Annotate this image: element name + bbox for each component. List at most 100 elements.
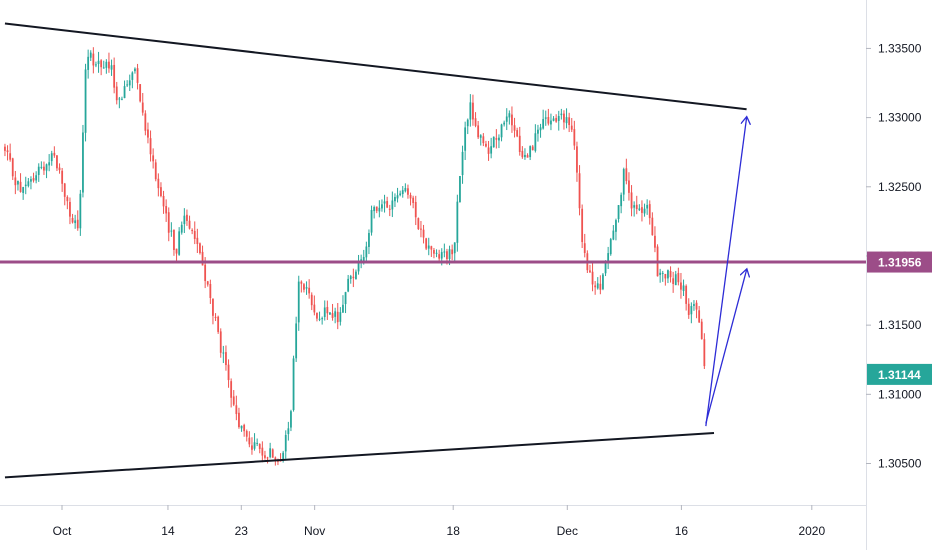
- time-axis-tick-label: 2020: [798, 524, 825, 538]
- candle-body: [420, 228, 422, 230]
- projection-arrow-1[interactable]: [705, 118, 747, 427]
- candle-body: [61, 170, 64, 184]
- candle-body: [648, 204, 651, 219]
- candle-body: [76, 219, 79, 229]
- candle-body: [386, 201, 389, 208]
- candle-body: [391, 200, 394, 210]
- candle-body: [495, 138, 498, 140]
- time-axis-tick-label: Dec: [557, 524, 578, 538]
- candle-body: [43, 166, 45, 171]
- last-price-label: 1.31144: [878, 368, 921, 382]
- candle-body: [336, 311, 339, 323]
- candle-body: [4, 146, 6, 151]
- candle-body: [482, 136, 485, 144]
- candle-body: [269, 448, 272, 458]
- candle-body: [157, 178, 160, 189]
- candle-body: [552, 118, 555, 121]
- candle-body: [238, 412, 240, 428]
- time-axis-tick-label: Oct: [53, 524, 72, 538]
- candle-body: [581, 208, 584, 243]
- candle-body: [355, 271, 357, 280]
- candle-body: [464, 127, 467, 151]
- candle-body: [147, 129, 149, 138]
- candle-body: [388, 208, 391, 210]
- candle-body: [440, 252, 443, 259]
- candle-body: [529, 146, 532, 158]
- candle-body: [602, 274, 604, 290]
- candle-body: [50, 153, 53, 162]
- candle-body: [373, 207, 376, 212]
- candle-body: [167, 212, 170, 233]
- time-axis-tick-label: 18: [447, 524, 461, 538]
- candle-body: [235, 405, 238, 415]
- candle-body: [526, 155, 529, 158]
- candle-body: [349, 276, 352, 280]
- candle-body: [191, 229, 194, 232]
- candle-body: [139, 84, 142, 102]
- candle-body: [615, 220, 617, 232]
- candle-body: [417, 218, 420, 230]
- candle-body: [513, 125, 516, 131]
- candle-body: [404, 188, 407, 192]
- candle-body: [555, 117, 558, 122]
- candle-body: [40, 166, 43, 168]
- candle-body: [251, 445, 253, 450]
- candle-body: [583, 243, 586, 253]
- candle-body: [628, 180, 630, 193]
- candle-body: [154, 162, 157, 180]
- candle-body: [48, 162, 51, 166]
- candle-body: [446, 251, 448, 260]
- candle-body: [550, 120, 552, 125]
- candle-body: [19, 181, 22, 192]
- candle-body: [622, 169, 625, 195]
- candle-body: [160, 187, 162, 197]
- candle-body: [121, 98, 123, 100]
- candle-body: [667, 270, 669, 279]
- plot-area[interactable]: [0, 0, 866, 505]
- upper-resistance-trendline[interactable]: [4, 22, 747, 111]
- candle-body: [427, 245, 430, 249]
- candle-body: [570, 125, 573, 130]
- projection-arrow-2[interactable]: [705, 270, 747, 424]
- price-axis-tick-label: 1.31500: [878, 318, 922, 332]
- candle-body: [24, 184, 27, 187]
- time-axis[interactable]: Oct 14 23 Nov 18 Dec 16 2020: [53, 505, 826, 538]
- candle-body: [74, 220, 77, 224]
- candle-body: [661, 272, 664, 274]
- candle-body: [308, 287, 311, 294]
- candle-body: [508, 113, 511, 118]
- candle-body: [456, 201, 459, 243]
- candle-body: [136, 68, 139, 83]
- level-badge-background: [867, 251, 932, 273]
- candle-body: [27, 181, 30, 186]
- candle-body: [102, 67, 105, 69]
- candle-body: [303, 284, 305, 290]
- candle-body: [469, 102, 472, 120]
- candle-body: [638, 208, 641, 211]
- candle-body: [594, 285, 597, 288]
- candle-body: [170, 230, 173, 232]
- candle-body: [297, 281, 300, 323]
- candle-body: [477, 125, 480, 138]
- level-price-badge: 1.31956: [867, 251, 932, 273]
- candle-body: [433, 249, 435, 254]
- candle-body: [547, 117, 550, 124]
- candle-body: [414, 201, 417, 218]
- candle-body: [14, 177, 17, 186]
- candle-body: [56, 155, 58, 169]
- candle-body: [700, 321, 703, 340]
- candle-body: [331, 313, 334, 318]
- candle-body: [604, 262, 607, 274]
- price-axis-tick-label: 1.33000: [878, 111, 922, 125]
- candle-body: [113, 64, 116, 88]
- candle-body: [295, 323, 298, 359]
- level-price-label: 1.31956: [878, 256, 922, 270]
- lower-support-trendline[interactable]: [4, 432, 715, 479]
- candle-body: [95, 64, 97, 66]
- candle-body: [123, 86, 126, 99]
- candle-body: [152, 155, 155, 162]
- candle-body: [282, 452, 285, 461]
- candle-body: [212, 298, 214, 316]
- candle-body: [17, 181, 19, 185]
